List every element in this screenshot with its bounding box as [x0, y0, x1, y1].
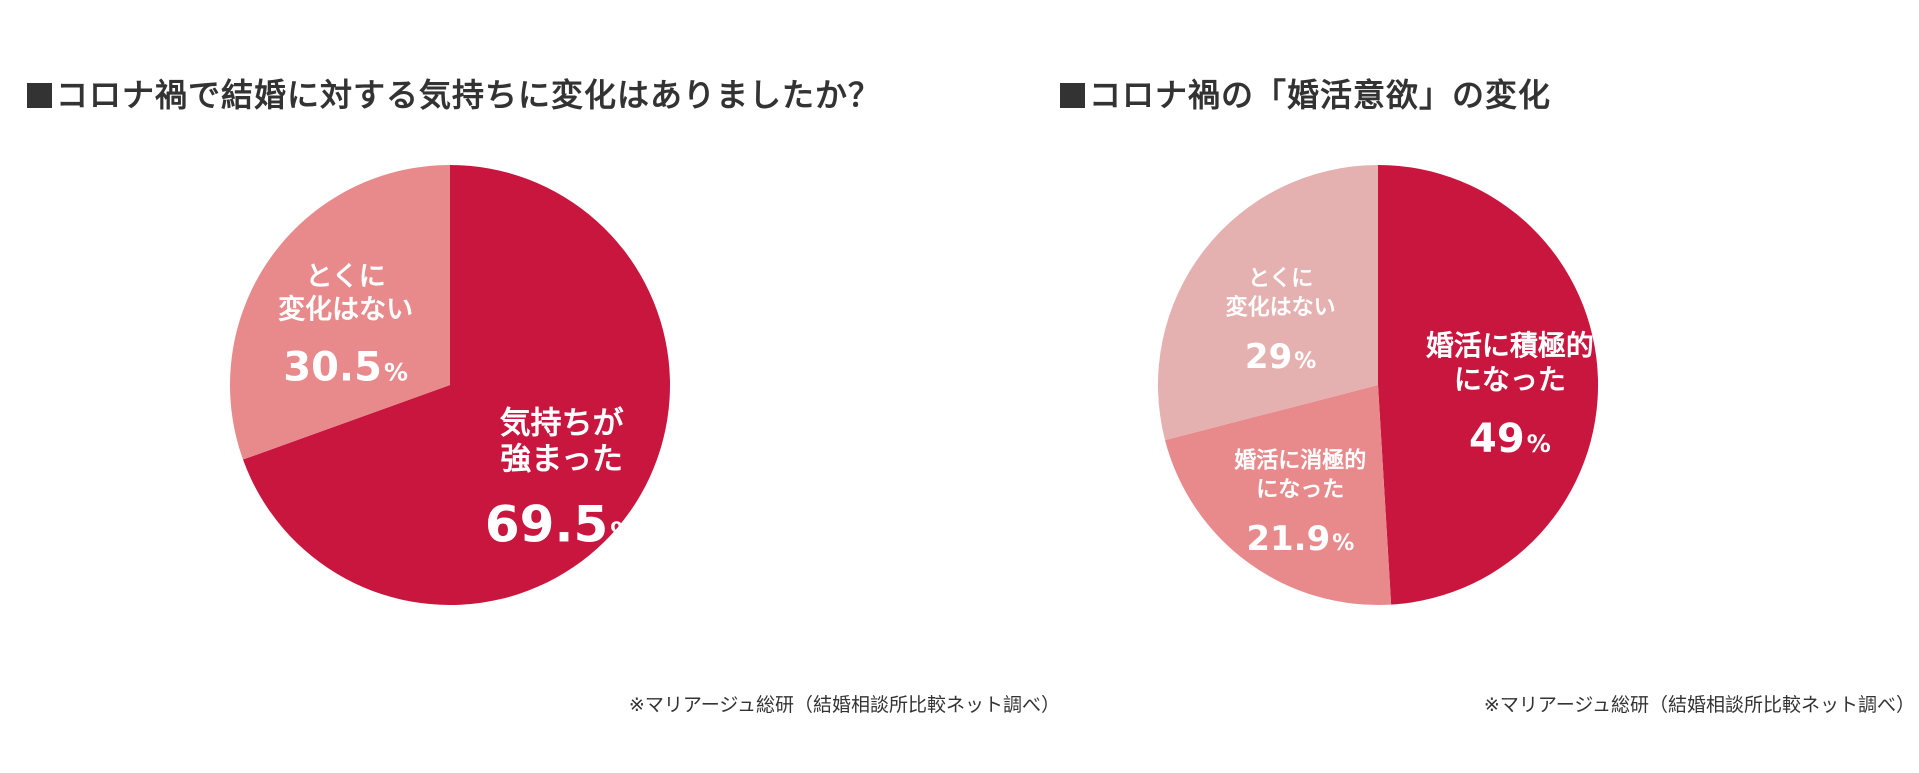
slice-label: とくに — [305, 262, 385, 293]
slice-value: 30.5% — [283, 344, 408, 390]
chart-title: コロナ禍で結婚に対する気持ちに変化はありましたか？ — [27, 70, 881, 116]
slice-value: 49% — [1469, 416, 1551, 462]
slice-value: 29% — [1245, 337, 1316, 377]
slice-label: とくに — [1248, 267, 1313, 292]
pie-slices — [1157, 164, 1599, 606]
chart-panel-right: コロナ禍の「婚活意欲」の変化 婚活に積極的 になった 49% 婚活に消極的 になった 21… — [1060, 0, 1919, 773]
slice-label: になった — [1454, 363, 1566, 396]
chart-title-text: コロナ禍の「婚活意欲」の変化 — [1089, 76, 1552, 114]
chart-title: コロナ禍の「婚活意欲」の変化 — [1060, 70, 1551, 116]
pie-slices — [230, 165, 671, 605]
slice-label: 変化はない — [278, 294, 413, 326]
slice-label: 婚活に消極的 — [1234, 448, 1366, 474]
slice-label: 気持ちが — [500, 405, 624, 441]
pie-slice — [1157, 165, 1378, 441]
pie-slice — [243, 165, 671, 605]
title-square-icon — [1060, 83, 1085, 108]
slice-label: になった — [1256, 478, 1344, 503]
slice-label: 強まった — [500, 441, 623, 477]
slice-value: 69.5% — [485, 495, 638, 553]
chart-panel-left: コロナ禍で結婚に対する気持ちに変化はありましたか？ 気持ちが 強まった 69.5% と… — [27, 70, 1060, 716]
slice-label: 婚活に積極的 — [1426, 329, 1594, 362]
source-note: ※マリアージュ総研（結婚相談所比較ネット調べ） — [1483, 694, 1915, 716]
slice-value: 21.9% — [1246, 519, 1354, 559]
pie-slice — [1378, 164, 1599, 605]
pie-slice — [230, 165, 450, 460]
pie-slice — [1165, 385, 1392, 606]
chart-title-text: コロナ禍で結婚に対する気持ちに変化はありましたか？ — [56, 76, 882, 114]
slice-label: 変化はない — [1226, 295, 1336, 321]
title-square-icon — [27, 83, 52, 108]
source-note: ※マリアージュ総研（結婚相談所比較ネット調べ） — [628, 694, 1060, 716]
